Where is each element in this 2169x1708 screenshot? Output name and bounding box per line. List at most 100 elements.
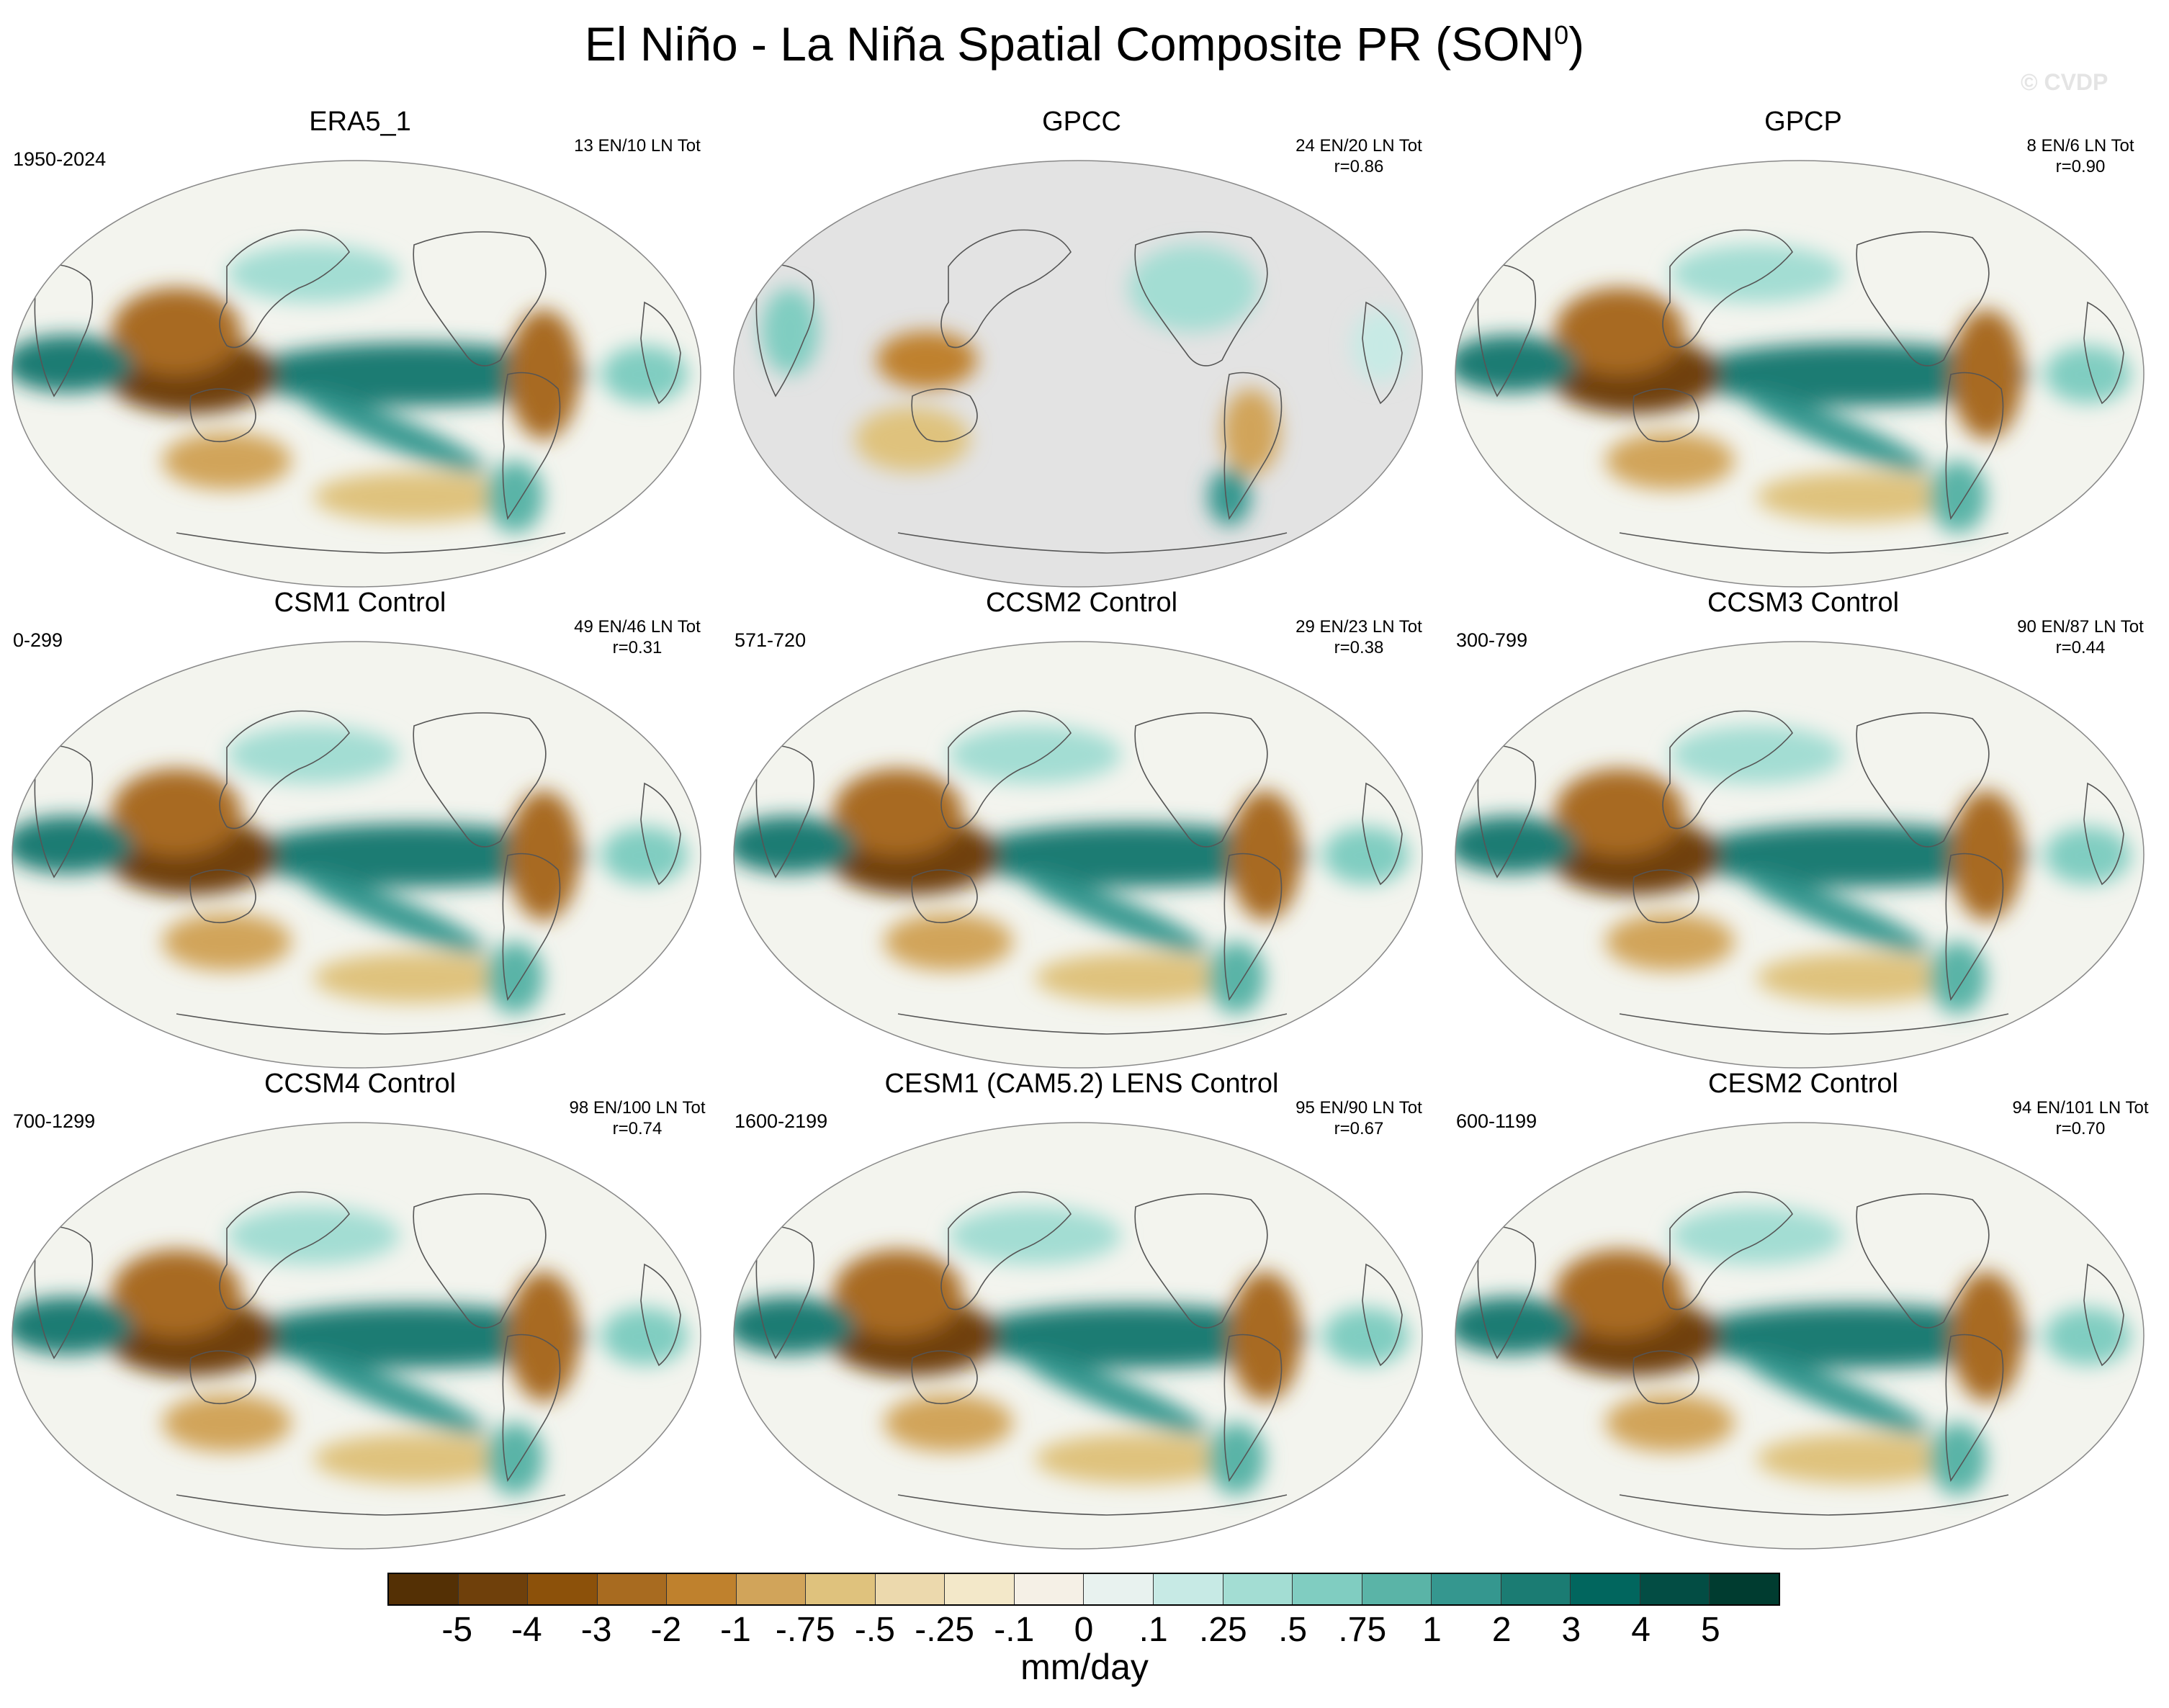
anomaly-region [2044,1308,2131,1365]
colorbar-tick-label: .1 [1139,1611,1168,1649]
coastlines [1477,710,2124,1035]
title-close: ) [1568,17,1585,71]
colorbar-labels: -5 -4 -3 -2 -1 -.75 -.5 -.25 -.1 0 .1 .25 .5 .75 1 2 3 4 5 [0,1610,2169,1653]
anomaly-region [112,288,241,374]
pattern-correlation: r=0.74 [612,1119,663,1139]
anomaly-region [1455,335,1576,392]
anomaly-region [162,1394,292,1452]
anomaly-region [2044,827,2131,884]
event-count: 24 EN/20 LN Tot [1295,136,1422,156]
anomaly-region [1951,791,2023,920]
anomaly-region [1670,1207,1843,1264]
event-count: 8 EN/6 LN Tot [2026,136,2134,156]
anomaly-region [1128,245,1258,331]
panel-stats: 49 EN/46 LN Tot r=0.31 [554,616,720,659]
anomaly-region [1555,1250,1684,1336]
anomaly-region [313,472,515,522]
anomaly-region [1555,288,1684,374]
colorbar-tick-label: -1 [720,1611,751,1649]
panel-stats: 29 EN/23 LN Tot r=0.38 [1276,616,1442,659]
colorbar-tick-label: 3 [1561,1611,1581,1649]
robinson-map [733,641,1423,1069]
anomaly-region [1756,472,1958,522]
colorbar-tick-label: 2 [1491,1611,1512,1649]
colorbar-tick-label: 5 [1700,1611,1720,1649]
map-panel: CESM1 (CAM5.2) LENS Control 1600-2199 95 E… [722,1070,1442,1551]
precip-anomaly-field [12,245,688,533]
colorbar-swatch [1710,1574,1779,1604]
colorbar-swatch [875,1574,946,1604]
colorbar-tick-label: -.25 [915,1611,974,1649]
anomaly-region [734,816,855,873]
anomaly-region [1741,391,1930,473]
colorbar-swatch [1154,1574,1223,1604]
map-outline [733,160,1423,588]
anomaly-region [1684,343,2030,406]
panel-stats: 13 EN/10 LN Tot [554,135,720,156]
event-count: 98 EN/100 LN Tot [569,1098,706,1118]
colorbar-tick-label: -5 [441,1611,473,1649]
event-count: 13 EN/10 LN Tot [574,136,701,156]
panel-period: 1950-2024 [13,148,107,170]
coastlines [34,710,681,1035]
anomaly-region [1684,1305,2030,1368]
anomaly-region [227,726,400,783]
anomaly-region [1455,1297,1576,1354]
panel-title: GPCP [1764,107,1842,137]
anomaly-region [884,1394,1013,1452]
map-panel: CCSM4 Control 700-1299 98 EN/100 LN Tot r=0… [0,1070,720,1551]
cvdp-watermark: © CVDP [2021,69,2109,95]
colorbar-tick-label: -.1 [994,1611,1035,1649]
map-outline [12,1122,701,1550]
anomaly-region [1229,791,1301,920]
anomaly-region [963,1305,1308,1368]
anomaly-region [884,913,1013,971]
robinson-map [733,160,1423,588]
anomaly-region [1929,1423,1987,1495]
anomaly-region [1951,1272,2023,1401]
robinson-map [1455,1122,2145,1550]
panel-stats: 98 EN/100 LN Tot r=0.74 [554,1097,720,1140]
colorbar-tick-label: -2 [650,1611,682,1649]
coastlines [755,1191,1403,1516]
coastlines [1477,229,2124,554]
map-outline [1455,641,2145,1069]
panel-stats: 95 EN/90 LN Tot r=0.67 [1276,1097,1442,1140]
map-panel: GPCP 8 EN/6 LN Tot r=0.90 [1443,108,2163,589]
anomaly-region [1684,824,2030,887]
anomaly-region [227,1207,400,1264]
anomaly-region [1035,953,1236,1003]
event-count: 29 EN/23 LN Tot [1295,617,1422,637]
anomaly-region [486,461,544,533]
anomaly-region [1670,726,1843,783]
colorbar-tick-label: .75 [1338,1611,1387,1649]
anomaly-region [876,331,977,389]
precip-anomaly-field [1455,245,2131,533]
panel-title: ERA5_1 [309,107,411,137]
panel-period: 571-720 [735,629,807,651]
anomaly-region [855,407,970,472]
colorbar-tick-label: -.5 [854,1611,895,1649]
anomaly-region [2044,346,2131,403]
anomaly-region [601,346,688,403]
robinson-map [12,160,701,588]
colorbar-swatch [1640,1574,1710,1604]
event-count: 94 EN/101 LN Tot [2012,1098,2149,1118]
anomaly-region [486,1423,544,1495]
anomaly-region [313,953,515,1003]
colorbar-swatch [1362,1574,1432,1604]
coastlines [755,229,1403,554]
robinson-map [12,641,701,1069]
colorbar-swatch [1571,1574,1640,1604]
title-text: El Niño - La Niña Spatial Composite PR (… [584,17,1555,71]
anomaly-region [1929,942,1987,1014]
map-panel: CCSM3 Control 300-799 90 EN/87 LN Tot r=0.4… [1443,589,2163,1070]
anomaly-region [227,245,400,302]
colorbar-swatch [945,1574,1015,1604]
precip-anomaly-field [12,726,688,1014]
anomaly-region [1605,432,1735,490]
panel-title: CESM2 Control [1708,1069,1898,1099]
colorbar-tick-label: -4 [511,1611,542,1649]
anomaly-region [601,827,688,884]
anomaly-region [1605,913,1735,971]
